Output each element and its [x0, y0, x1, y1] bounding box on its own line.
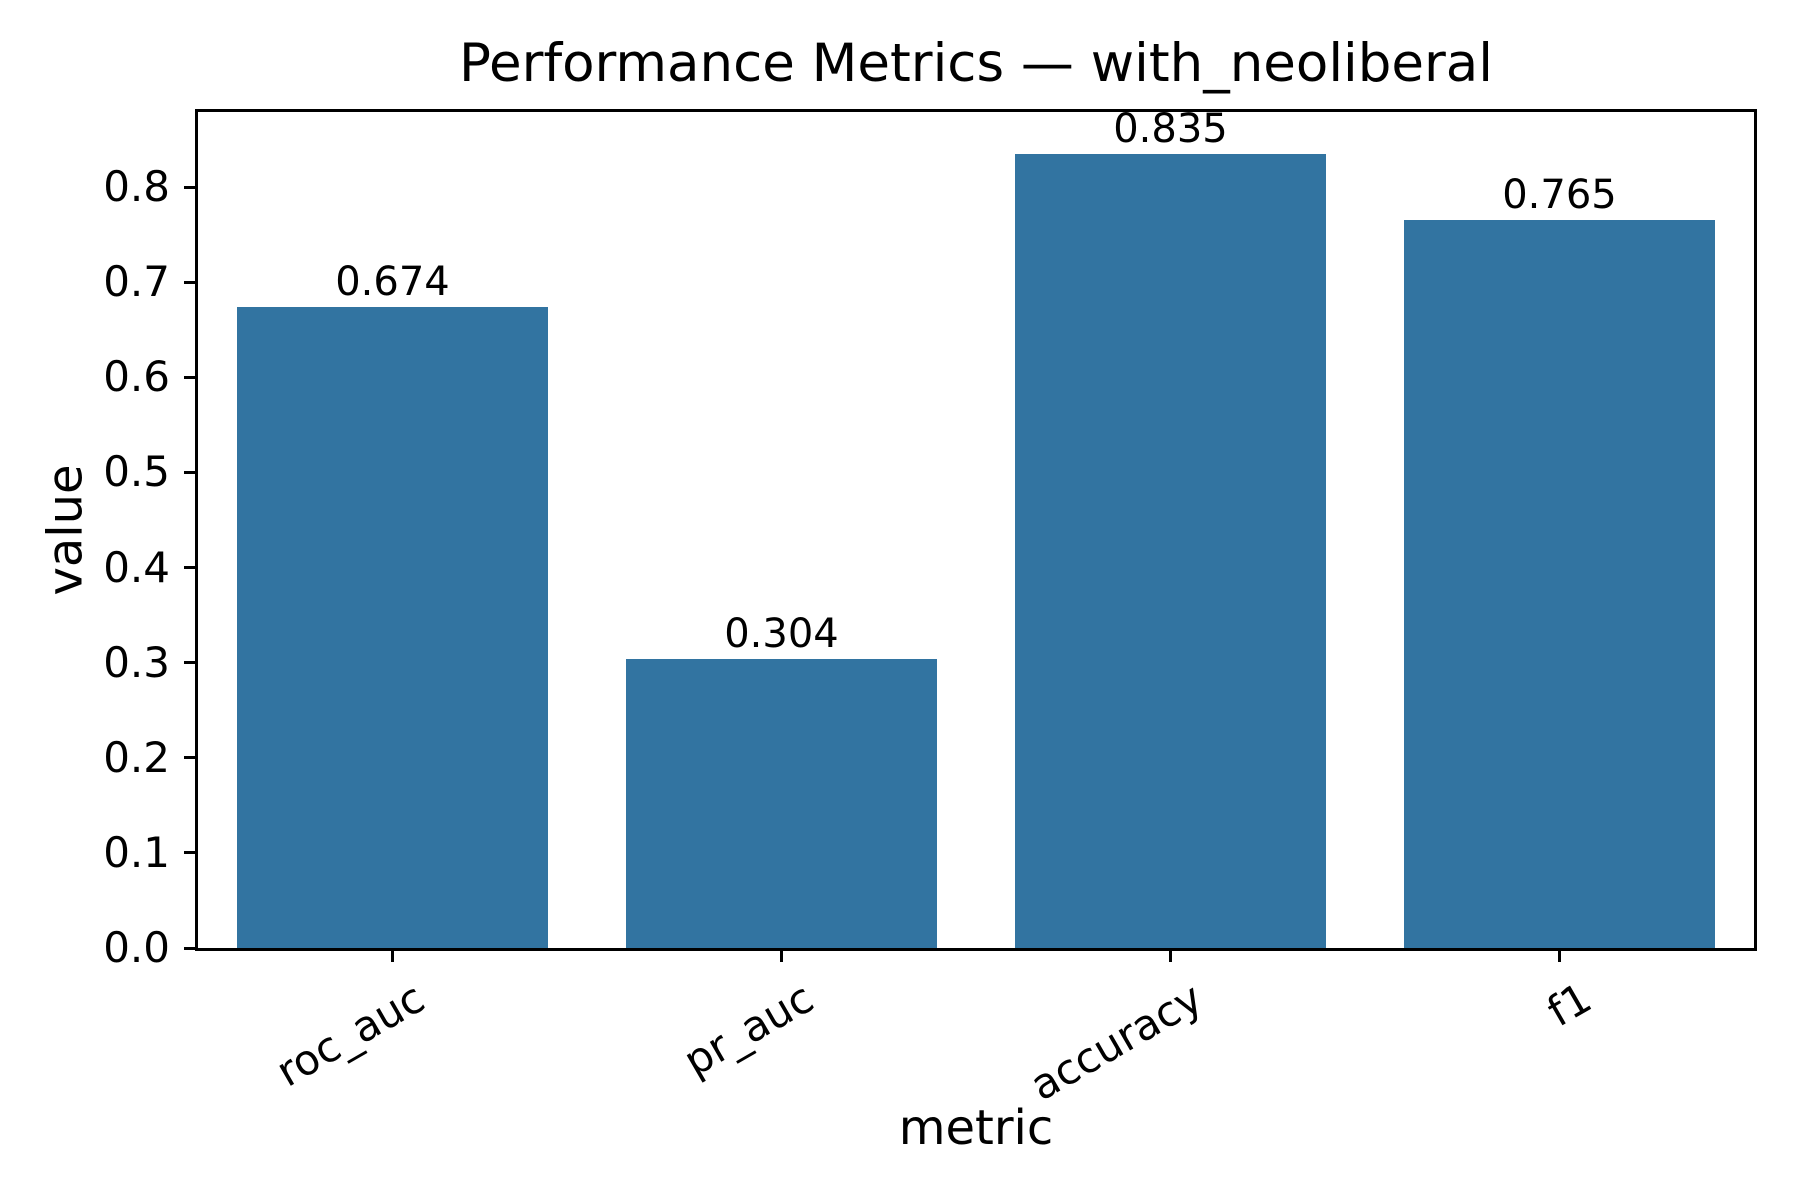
- x-axis-label: metric: [898, 1100, 1054, 1156]
- x-tick-mark: [1558, 948, 1561, 962]
- bar-value-label: 0.765: [1502, 172, 1617, 219]
- y-tick-mark: [184, 661, 198, 665]
- y-tick-label: 0.2: [103, 732, 170, 782]
- y-tick-mark: [184, 946, 198, 950]
- x-tick-mark: [391, 948, 394, 962]
- x-tick-label: f1: [1538, 973, 1599, 1037]
- chart-title: Performance Metrics — with_neoliberal: [458, 33, 1494, 94]
- y-tick-mark: [184, 756, 198, 760]
- y-tick-label: 0.7: [103, 257, 170, 307]
- y-tick-mark: [184, 280, 198, 284]
- bar: [236, 306, 549, 948]
- y-tick-mark: [184, 470, 198, 474]
- y-tick-label: 0.0: [103, 923, 170, 972]
- plot-area: 0.674 0.304 0.835 0.765: [195, 105, 1757, 951]
- x-tick-label: accuracy: [1021, 973, 1210, 1111]
- bar-value-label: 0.674: [335, 258, 450, 305]
- y-tick-label: 0.5: [103, 447, 170, 497]
- x-tick-mark: [780, 948, 783, 962]
- x-tick-label: pr_auc: [674, 973, 821, 1086]
- y-tick-mark: [184, 375, 198, 379]
- bar: [1403, 220, 1716, 948]
- y-tick-label: 0.3: [103, 637, 170, 687]
- x-tick-label: roc_auc: [267, 973, 432, 1097]
- bar: [625, 658, 938, 948]
- bar-value-label: 0.835: [1113, 105, 1228, 152]
- x-tick-mark: [1169, 948, 1172, 962]
- bar: [1014, 153, 1327, 948]
- y-tick-label: 0.4: [103, 542, 170, 592]
- y-tick-label: 0.1: [103, 827, 170, 877]
- y-tick-label: 0.6: [103, 352, 170, 402]
- y-tick-mark: [184, 566, 198, 570]
- y-tick-mark: [184, 851, 198, 855]
- y-tick-mark: [184, 185, 198, 189]
- bar-value-label: 0.304: [724, 610, 839, 657]
- y-tick-label: 0.8: [103, 162, 170, 212]
